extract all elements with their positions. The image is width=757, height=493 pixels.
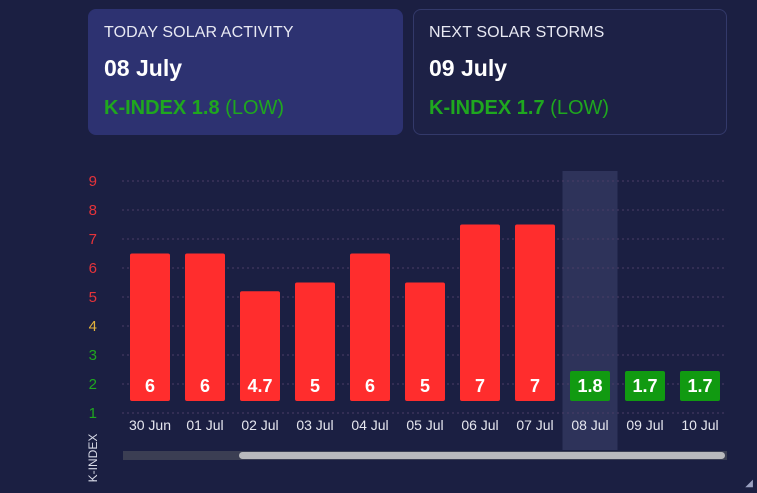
y-tick-label: 1 bbox=[89, 405, 97, 422]
x-tick-label: 05 Jul bbox=[406, 417, 443, 433]
x-tick-label: 01 Jul bbox=[186, 417, 223, 433]
bar-value-label: 5 bbox=[310, 376, 320, 396]
today-kindex-value: 1.8 bbox=[191, 97, 220, 119]
y-tick-label: 8 bbox=[89, 202, 97, 219]
x-tick-label: 03 Jul bbox=[296, 417, 333, 433]
next-storms-card[interactable]: NEXT SOLAR STORMS 09 July K-INDEX 1.7 (L… bbox=[413, 9, 727, 135]
next-kindex-label: K-INDEX bbox=[429, 97, 512, 119]
y-axis-label: K-INDEX bbox=[86, 434, 100, 483]
bar bbox=[130, 253, 170, 401]
bar bbox=[680, 371, 720, 401]
today-activity-label: TODAY SOLAR ACTIVITY bbox=[104, 24, 294, 41]
bar-value-label: 5 bbox=[420, 376, 430, 396]
y-tick-label: 2 bbox=[89, 376, 97, 393]
x-tick-label: 04 Jul bbox=[351, 417, 388, 433]
next-kindex: K-INDEX 1.7 (LOW) bbox=[429, 97, 711, 120]
bar bbox=[295, 282, 335, 401]
bar bbox=[240, 291, 280, 401]
bar-value-label: 1.7 bbox=[687, 376, 712, 396]
today-kindex: K-INDEX 1.8 (LOW) bbox=[104, 97, 387, 120]
x-tick-label: 06 Jul bbox=[461, 417, 498, 433]
today-kindex-label: K-INDEX bbox=[104, 97, 187, 119]
next-storms-label: NEXT SOLAR STORMS bbox=[429, 24, 605, 41]
today-date: 08 July bbox=[104, 55, 182, 81]
next-date: 09 July bbox=[429, 55, 507, 81]
bar bbox=[350, 253, 390, 401]
today-kindex-level: (LOW) bbox=[225, 97, 285, 119]
x-tick-label: 09 Jul bbox=[626, 417, 663, 433]
bar bbox=[570, 371, 610, 401]
next-kindex-level: (LOW) bbox=[550, 97, 610, 119]
bar-value-label: 1.8 bbox=[577, 376, 602, 396]
today-activity-card[interactable]: TODAY SOLAR ACTIVITY 08 July K-INDEX 1.8… bbox=[88, 9, 403, 135]
x-tick-label: 07 Jul bbox=[516, 417, 553, 433]
bar bbox=[405, 282, 445, 401]
x-tick-label: 10 Jul bbox=[681, 417, 718, 433]
next-kindex-value: 1.7 bbox=[516, 97, 545, 119]
y-tick-label: 9 bbox=[89, 173, 97, 190]
x-tick-label: 30 Jun bbox=[129, 417, 171, 433]
bar-value-label: 6 bbox=[200, 376, 210, 396]
y-tick-label: 7 bbox=[89, 231, 97, 248]
bar-value-label: 6 bbox=[365, 376, 375, 396]
x-tick-label: 08 Jul bbox=[571, 417, 608, 433]
y-tick-label: 4 bbox=[89, 318, 97, 335]
bar-value-label: 4.7 bbox=[247, 376, 272, 396]
y-tick-label: 6 bbox=[89, 260, 97, 277]
bar bbox=[185, 253, 225, 401]
bar bbox=[625, 371, 665, 401]
bar bbox=[460, 224, 500, 401]
bar bbox=[515, 224, 555, 401]
resize-corner-icon: ◢ bbox=[745, 478, 753, 489]
y-tick-label: 3 bbox=[89, 347, 97, 364]
highlight-column bbox=[562, 171, 618, 450]
x-tick-label: 02 Jul bbox=[241, 417, 278, 433]
y-tick-label: 5 bbox=[89, 289, 97, 306]
bar-value-label: 7 bbox=[530, 376, 540, 396]
chart-scrollbar-thumb[interactable] bbox=[239, 452, 725, 459]
bar-value-label: 7 bbox=[475, 376, 485, 396]
bar-value-label: 6 bbox=[145, 376, 155, 396]
bar-value-label: 1.7 bbox=[632, 376, 657, 396]
